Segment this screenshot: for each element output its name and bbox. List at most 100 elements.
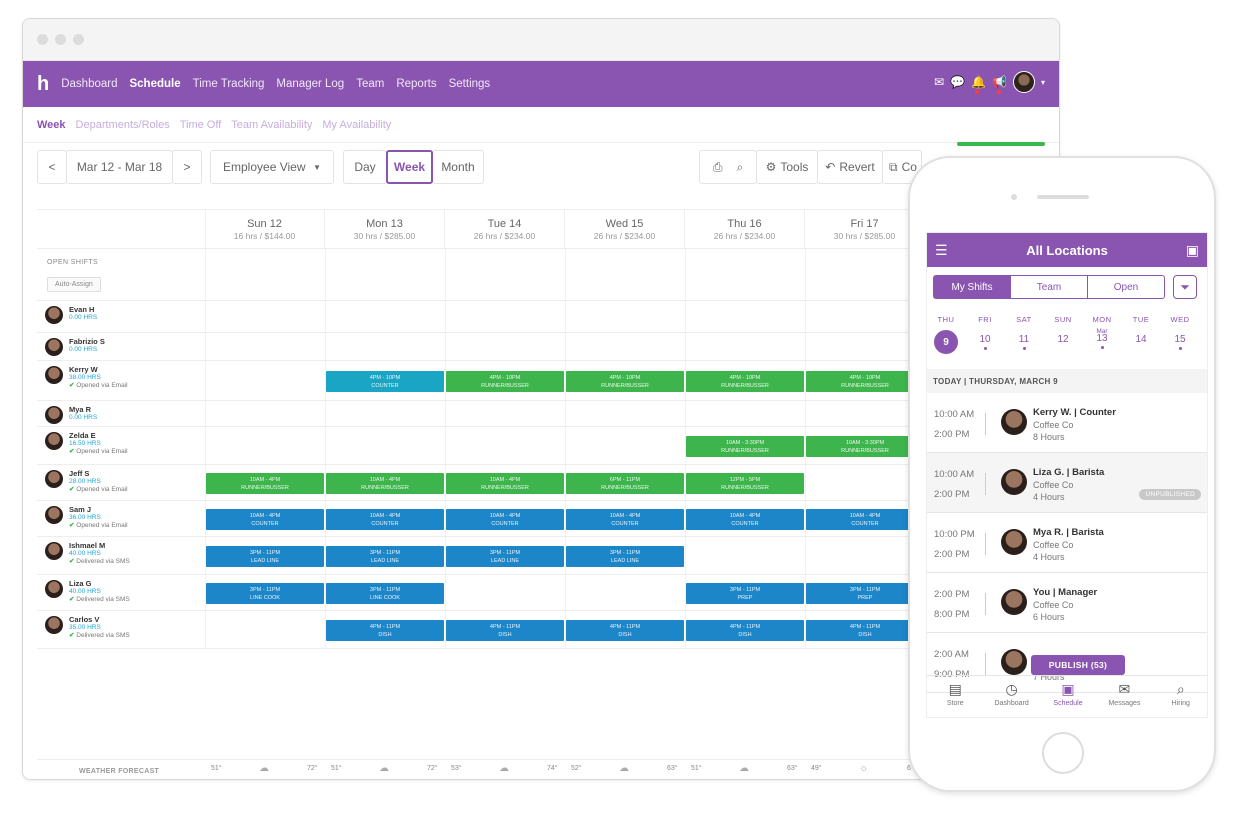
tools-button[interactable]: ⚙ Tools (756, 150, 818, 184)
shift-block[interactable]: 4PM - 10PM COUNTER (326, 371, 444, 392)
shift-block[interactable]: 4PM - 10PM RUNNER/BUSSER (806, 371, 924, 392)
employee-cell[interactable]: Kerry W 38.00 HRS ✔ Opened via Email (45, 365, 128, 390)
view-select[interactable]: Employee View ▼ (210, 150, 334, 184)
day-cell[interactable]: FRI 10 (970, 315, 1000, 350)
publish-button[interactable]: PUBLISH (53) (1031, 655, 1125, 675)
shift-block[interactable]: 10AM - 3:30PM RUNNER/BUSSER (806, 436, 924, 457)
calendar-add-icon[interactable]: ▣ (1185, 241, 1199, 258)
employee-cell[interactable]: Liza G 40.00 HRS ✔ Delivered via SMS (45, 579, 130, 604)
day-cell[interactable]: MON Mar 13 (1087, 315, 1117, 349)
subnav-week[interactable]: Week (37, 118, 66, 131)
nav-link-manager-log[interactable]: Manager Log (276, 78, 345, 90)
view-day-button[interactable]: Day (343, 150, 387, 184)
segment-my-shifts[interactable]: My Shifts (934, 276, 1011, 298)
shift-item[interactable]: 10:00 AM 2:00 PM Liza G. | Barista Coffee C… (927, 453, 1207, 513)
revert-button[interactable]: ↶ Revert (817, 150, 883, 184)
chevron-down-icon[interactable]: ▾ (1040, 77, 1045, 87)
employee-cell[interactable]: Fabrizio S 0.00 HRS (45, 337, 105, 356)
print-icon[interactable]: ⎙ (712, 159, 723, 174)
day-cell[interactable]: TUE 14 (1126, 315, 1156, 345)
check-icon: ✔ (69, 557, 77, 565)
shift-block[interactable]: 4PM - 10PM RUNNER/BUSSER (566, 371, 684, 392)
employee-cell[interactable]: Jeff S 28.00 HRS ✔ Opened via Email (45, 469, 128, 494)
employee-cell[interactable]: Carlos V 35.00 HRS ✔ Delivered via SMS (45, 615, 130, 640)
shift-item[interactable]: 2:00 PM 8:00 PM You | Manager Coffee Co 6 Ho… (927, 573, 1207, 633)
shift-block[interactable]: 10AM - 4PM RUNNER/BUSSER (446, 473, 564, 494)
shift-block[interactable]: 3PM - 11PM PREP (806, 583, 924, 604)
shift-block[interactable]: 10AM - 4PM COUNTER (206, 509, 324, 530)
publish-button-edge[interactable] (957, 142, 1045, 146)
shift-block[interactable]: 10AM - 4PM COUNTER (566, 509, 684, 530)
tab-store[interactable]: ▤ Store (927, 676, 983, 717)
megaphone-icon[interactable]: 📢 (992, 75, 1007, 94)
bell-icon[interactable]: 🔔 (971, 75, 986, 94)
shift-block[interactable]: 10AM - 3:30PM RUNNER/BUSSER (686, 436, 804, 457)
chat-icon[interactable]: 💬 (950, 75, 966, 89)
home-button[interactable] (1042, 732, 1084, 774)
shift-block[interactable]: 4PM - 11PM DISH (686, 620, 804, 641)
employee-cell[interactable]: Sam J 36.00 HRS ✔ Opened via Email (45, 505, 128, 530)
employee-cell[interactable]: Zelda E 16.50 HRS ✔ Opened via Email (45, 431, 128, 456)
tab-hiring[interactable]: ⌕ Hiring (1153, 676, 1207, 717)
shift-block[interactable]: 4PM - 11PM DISH (326, 620, 444, 641)
subnav-my-availability[interactable]: My Availability (322, 118, 392, 131)
shift-block[interactable]: 3PM - 11PM LEAD LINE (206, 546, 324, 567)
nav-link-time-tracking[interactable]: Time Tracking (192, 78, 265, 90)
nav-link-settings[interactable]: Settings (448, 78, 491, 90)
shift-block[interactable]: 4PM - 11PM DISH (446, 620, 564, 641)
day-cell[interactable]: SUN 12 (1048, 315, 1078, 345)
day-cell[interactable]: SAT 11 (1009, 315, 1039, 350)
prev-week-button[interactable]: < (37, 150, 67, 184)
shift-block[interactable]: 10AM - 4PM RUNNER/BUSSER (206, 473, 324, 494)
nav-link-team[interactable]: Team (356, 78, 385, 90)
day-cell[interactable]: THU 9 (931, 315, 961, 354)
filter-icon[interactable]: ⏷ (1173, 275, 1197, 299)
nav-link-dashboard[interactable]: Dashboard (61, 78, 118, 90)
avatar[interactable] (1012, 71, 1035, 93)
employee-cell[interactable]: Evan H 0.00 HRS (45, 305, 97, 324)
shift-block[interactable]: 10AM - 4PM COUNTER (446, 509, 564, 530)
shift-block[interactable]: 4PM - 11PM DISH (566, 620, 684, 641)
shift-block[interactable]: 4PM - 10PM RUNNER/BUSSER (446, 371, 564, 392)
segment-open[interactable]: Open (1113, 281, 1139, 293)
tab-dashboard[interactable]: ◷ Dashboard (983, 676, 1039, 717)
nav-link-schedule[interactable]: Schedule (129, 78, 181, 90)
tab-schedule[interactable]: ▣ Schedule (1040, 676, 1096, 717)
shift-block[interactable]: 3PM - 11PM LEAD LINE (566, 546, 684, 567)
shift-block[interactable]: 3PM - 11PM PREP (686, 583, 804, 604)
shift-block[interactable]: 3PM - 11PM LINE COOK (206, 583, 324, 604)
subnav-team-availability[interactable]: Team Availability (231, 118, 313, 131)
nav-link-reports[interactable]: Reports (396, 78, 437, 90)
shift-block[interactable]: 4PM - 11PM DISH (806, 620, 924, 641)
employee-cell[interactable]: Mya R 0.00 HRS (45, 405, 97, 424)
tab-messages[interactable]: ✉ Messages (1096, 676, 1152, 717)
shift-item[interactable]: 10:00 PM 2:00 PM Mya R. | Barista Coffee Co… (927, 513, 1207, 573)
day-cell[interactable]: WED 15 (1165, 315, 1195, 350)
employee-cell[interactable]: Ishmael M 40.00 HRS ✔ Delivered via SMS (45, 541, 130, 566)
view-month-button[interactable]: Month (432, 150, 484, 184)
subnav-departments-roles[interactable]: Departments/Roles (75, 118, 170, 131)
view-week-button[interactable]: Week (386, 150, 433, 184)
shift-block[interactable]: 3PM - 11PM LEAD LINE (446, 546, 564, 567)
day-header: Wed 15 26 hrs / $234.00 (565, 210, 685, 248)
menu-icon[interactable]: ☰ (935, 241, 948, 258)
shift-block[interactable]: 10AM - 4PM COUNTER (806, 509, 924, 530)
search-icon[interactable]: ⌕ (736, 159, 744, 174)
subnav-time-off[interactable]: Time Off (179, 118, 222, 131)
shift-block[interactable]: 3PM - 11PM LEAD LINE (326, 546, 444, 567)
auto-assign-button[interactable]: Auto-Assign (47, 277, 101, 292)
next-week-button[interactable]: > (172, 150, 202, 184)
shift-block[interactable]: 3PM - 11PM LINE COOK (326, 583, 444, 604)
shift-block[interactable]: 10AM - 4PM COUNTER (326, 509, 444, 530)
shift-block[interactable]: 12PM - 5PM RUNNER/BUSSER (686, 473, 804, 494)
shift-block[interactable]: 10AM - 4PM COUNTER (686, 509, 804, 530)
date-range[interactable]: Mar 12 - Mar 18 (66, 150, 173, 184)
segment-team[interactable]: Team (1011, 276, 1088, 298)
shift-block[interactable]: 4PM - 10PM RUNNER/BUSSER (686, 371, 804, 392)
shift-item[interactable]: 10:00 AM 2:00 PM Kerry W. | Counter Coffee … (927, 393, 1207, 453)
shift-block[interactable]: 10AM - 4PM RUNNER/BUSSER (326, 473, 444, 494)
shift-item[interactable]: 2:00 AM 9:00 PM 7 Hours (927, 633, 1207, 693)
shift-block[interactable]: 6PM - 11PM RUNNER/BUSSER (566, 473, 684, 494)
mail-icon[interactable]: ✉ (934, 75, 945, 89)
shift-role: COUNTER (251, 521, 279, 527)
